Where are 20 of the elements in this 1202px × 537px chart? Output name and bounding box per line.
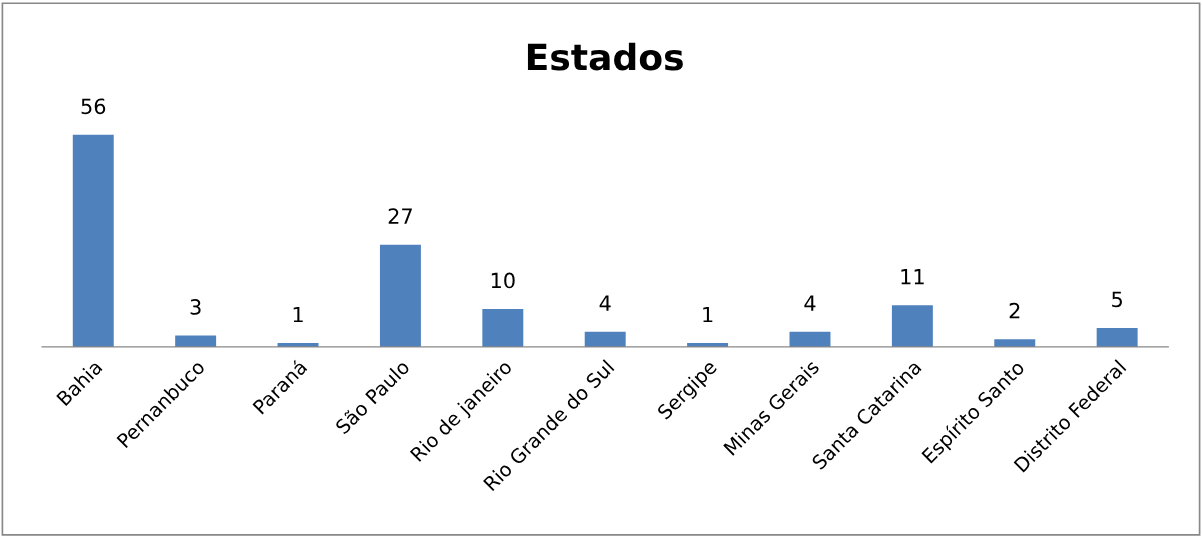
data-label: 4 xyxy=(804,295,816,311)
bar xyxy=(379,244,421,347)
chart-title: Estados xyxy=(527,42,683,71)
data-label: 3 xyxy=(190,299,201,315)
bar xyxy=(891,305,933,347)
bar xyxy=(584,331,626,347)
data-label: 5 xyxy=(1112,291,1122,308)
data-label: 1 xyxy=(293,306,303,323)
data-label: 1 xyxy=(703,306,713,323)
bar xyxy=(994,339,1036,347)
data-label: 10 xyxy=(491,272,515,289)
data-label: 2 xyxy=(1009,302,1020,319)
bar xyxy=(482,309,524,347)
bar xyxy=(789,331,831,347)
data-label: 4 xyxy=(599,295,611,311)
bar xyxy=(1096,327,1138,347)
bar xyxy=(72,134,114,347)
data-label: 56 xyxy=(81,98,106,115)
data-label: 11 xyxy=(901,269,924,285)
data-label: 27 xyxy=(388,208,412,224)
